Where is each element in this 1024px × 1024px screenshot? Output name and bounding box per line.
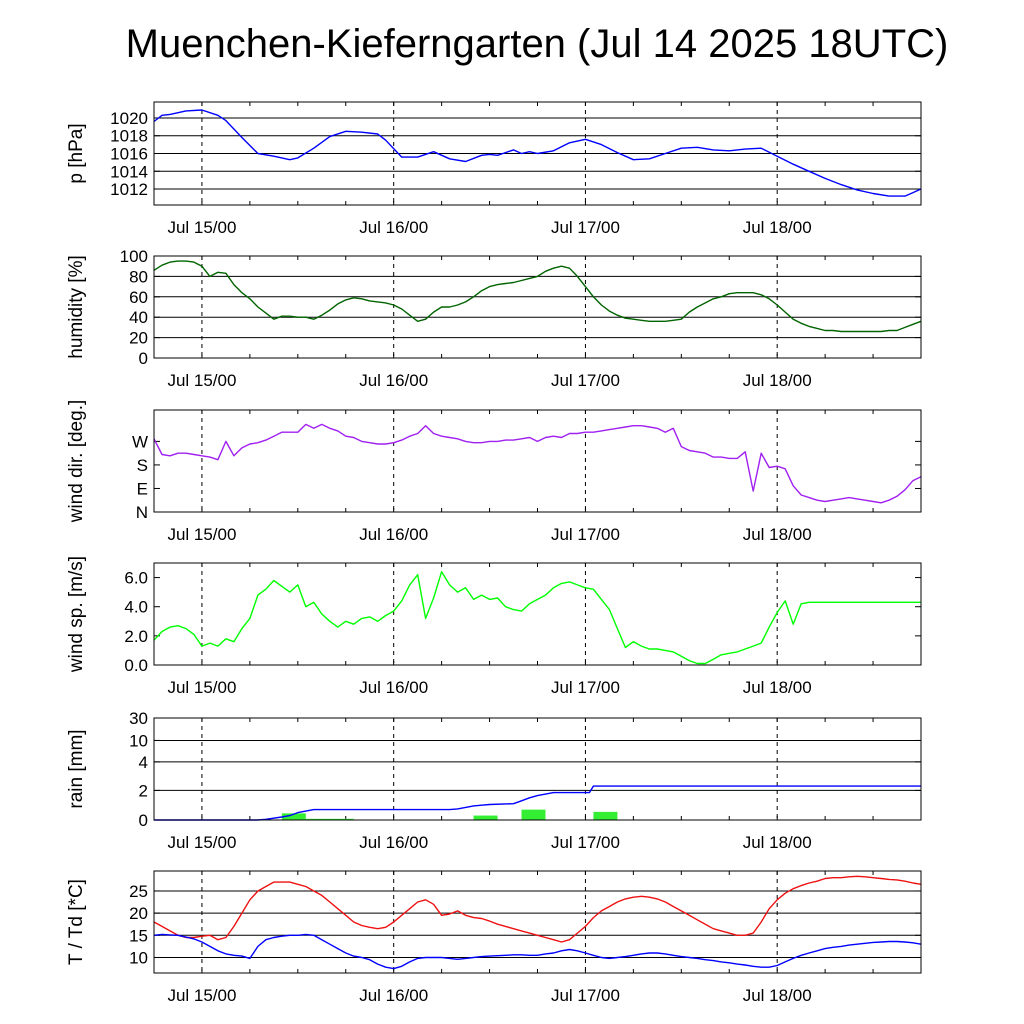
panel-wind-speed: 0.0 2.0 4.0 6.0 Jul 15/00 Jul 16/00 Jul 17/00 J… (66, 556, 922, 697)
y-tick-label: W (132, 432, 148, 451)
y-tick-label: 0 (139, 811, 148, 830)
y-tick-label: S (137, 456, 148, 475)
plot-frame (153, 562, 922, 666)
series-line-wind-direction (153, 423, 922, 504)
x-tick-label: Jul 15/00 (167, 678, 236, 697)
series-line-pressure (153, 109, 922, 197)
y-tick-label: 1018 (110, 127, 148, 146)
x-tick-label: Jul 16/00 (359, 525, 428, 544)
x-tick-label: Jul 16/00 (359, 678, 428, 697)
rain-bar (281, 813, 306, 820)
y-tick-label: 100 (120, 247, 148, 266)
x-tick-label: Jul 17/00 (551, 986, 620, 1005)
y-tick-label: 6.0 (124, 569, 148, 588)
series-line-td (153, 933, 922, 970)
y-tick-label: 10 (129, 948, 148, 967)
series-line-wind-speed (153, 571, 921, 665)
x-tick-label: Jul 15/00 (167, 986, 236, 1005)
y-tick-label: 2.0 (124, 627, 148, 646)
y-tick-label: 10 (129, 731, 148, 750)
x-tick-label: Jul 18/00 (743, 218, 812, 237)
rain-bar (473, 815, 498, 820)
y-axis-label: T / Td [*C] (66, 879, 87, 965)
y-tick-label: 2 (139, 781, 148, 800)
x-tick-label: Jul 18/00 (743, 371, 812, 390)
plot-frame (153, 101, 922, 206)
y-tick-label: 20 (129, 904, 148, 923)
y-axis-label: p [hPa] (66, 123, 87, 183)
y-tick-label: 1020 (110, 109, 148, 128)
y-tick-label: E (137, 479, 148, 498)
y-tick-label: 1016 (110, 145, 148, 164)
plot-frame (153, 717, 922, 821)
rain-bar (521, 809, 546, 820)
series-line-humidity (153, 260, 922, 333)
series-line-accumulated (154, 785, 921, 821)
y-tick-label: 40 (129, 308, 148, 327)
x-tick-label: Jul 18/00 (743, 525, 812, 544)
x-tick-label: Jul 15/00 (167, 218, 236, 237)
x-tick-label: Jul 17/00 (551, 218, 620, 237)
x-tick-label: Jul 17/00 (551, 371, 620, 390)
y-tick-label: 0.0 (124, 656, 148, 675)
x-tick-label: Jul 16/00 (359, 833, 428, 852)
x-tick-label: Jul 16/00 (359, 218, 428, 237)
x-tick-label: Jul 17/00 (551, 833, 620, 852)
y-tick-label: 20 (129, 329, 148, 348)
x-tick-label: Jul 18/00 (743, 833, 812, 852)
y-axis-label: rain [mm] (66, 729, 87, 808)
x-tick-label: Jul 15/00 (167, 525, 236, 544)
y-tick-label: 4.0 (124, 598, 148, 617)
x-tick-label: Jul 17/00 (551, 678, 620, 697)
x-tick-label: Jul 16/00 (359, 371, 428, 390)
x-tick-label: Jul 18/00 (743, 986, 812, 1005)
x-tick-label: Jul 17/00 (551, 525, 620, 544)
plot-frame (153, 255, 922, 359)
panel-temperature-dewpoint: 10 15 20 25 Jul 15/00 Jul 16/00 Jul 17/00 Jul 1… (66, 870, 922, 1005)
x-tick-label: Jul 16/00 (359, 986, 428, 1005)
y-tick-label: 30 (129, 709, 148, 728)
series-line-t (153, 875, 922, 943)
y-tick-label: N (136, 503, 148, 522)
rain-bar (593, 811, 618, 820)
y-tick-label: 4 (139, 753, 148, 772)
chart-title: Muenchen-Kieferngarten (Jul 14 2025 18UT… (125, 22, 949, 66)
rain-bar (305, 818, 354, 820)
y-tick-label: 60 (129, 288, 148, 307)
y-tick-label: 25 (129, 882, 148, 901)
y-tick-label: 1014 (110, 162, 148, 181)
panel-rain: 0 2 4 10 30 Jul 15/00 Jul 16/00 Jul 17/00 Jul 18… (66, 709, 922, 852)
plot-frame (153, 870, 922, 974)
y-tick-label: 0 (139, 349, 148, 368)
y-axis-label: wind sp. [m/s] (66, 556, 87, 673)
y-tick-label: 1012 (110, 180, 148, 199)
y-axis-label: humidity [%] (66, 255, 87, 358)
y-tick-label: 15 (129, 926, 148, 945)
y-tick-label: 80 (129, 267, 148, 286)
plot-frame (153, 409, 922, 513)
x-tick-label: Jul 15/00 (167, 833, 236, 852)
x-tick-label: Jul 18/00 (743, 678, 812, 697)
x-tick-label: Jul 15/00 (167, 371, 236, 390)
y-axis-label: wind dir. [deg.] (66, 400, 87, 524)
